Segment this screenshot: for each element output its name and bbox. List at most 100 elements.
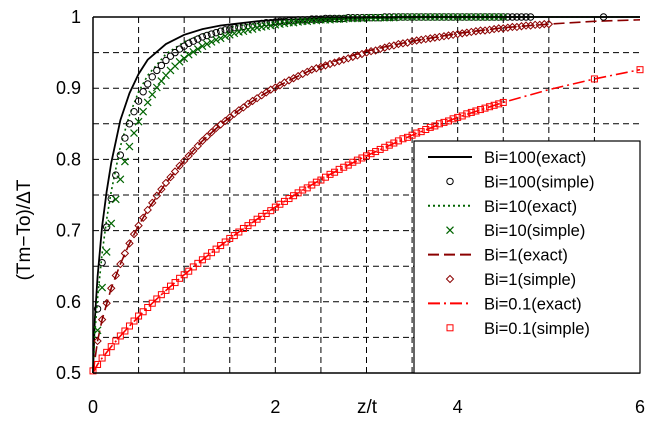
x-tick-label: 6 (635, 397, 645, 417)
data-point (408, 131, 416, 139)
data-point (471, 27, 481, 36)
legend-entry: Bi=100(simple) (446, 173, 595, 191)
data-point (472, 107, 480, 115)
x-tick-label: 0 (88, 397, 98, 417)
data-point (166, 282, 174, 290)
data-point (480, 26, 490, 35)
data-point (435, 32, 444, 42)
data-point (153, 66, 161, 75)
data-point (398, 39, 408, 48)
data-point (180, 54, 189, 63)
data-point (166, 52, 175, 60)
data-point (216, 27, 225, 35)
data-point (221, 32, 230, 41)
data-point (130, 317, 138, 325)
y-tick-label: 0.7 (56, 221, 81, 241)
data-point (161, 178, 171, 188)
data-point (426, 123, 434, 131)
data-point (139, 88, 147, 96)
data-point (284, 76, 294, 85)
data-point (381, 143, 389, 151)
data-point (112, 171, 120, 179)
data-point (375, 44, 385, 54)
data-point (220, 116, 230, 126)
data-point (189, 146, 198, 156)
series-7 (89, 66, 644, 375)
data-point (544, 19, 554, 29)
data-point (344, 54, 353, 63)
y-tick-label: 0.9 (56, 78, 81, 98)
data-point (93, 336, 102, 346)
data-point (212, 35, 220, 44)
data-point (239, 27, 248, 36)
data-point (130, 129, 138, 137)
data-point (394, 137, 402, 145)
data-point (248, 25, 257, 34)
data-point (129, 229, 139, 239)
data-point (116, 175, 125, 184)
data-point (385, 141, 393, 149)
data-point (198, 42, 207, 51)
legend-label: Bi=0.1(exact) (484, 295, 582, 313)
legend-marker (446, 324, 454, 332)
data-point (463, 110, 471, 118)
data-point (103, 348, 111, 356)
data-point (135, 312, 143, 320)
data-point (176, 274, 184, 282)
data-point (212, 28, 220, 37)
data-point (198, 136, 207, 146)
data-point (499, 98, 507, 106)
data-point (239, 22, 248, 30)
data-point (376, 145, 384, 153)
data-point (312, 64, 321, 73)
data-point (412, 36, 421, 45)
data-point (348, 52, 358, 62)
data-point (490, 101, 498, 109)
data-point (445, 117, 453, 125)
data-point (94, 360, 102, 368)
data-point (189, 263, 197, 271)
data-point (207, 128, 216, 137)
data-point (139, 107, 148, 116)
data-point (435, 120, 443, 128)
data-point (416, 35, 426, 44)
y-tick-label: 0.8 (56, 149, 81, 169)
data-point (503, 23, 513, 32)
data-point (202, 132, 212, 141)
data-point (512, 22, 522, 32)
data-point (198, 33, 207, 41)
legend-marker (446, 177, 454, 186)
data-point (349, 158, 357, 166)
legend: Bi=100(exact) Bi=100(simple) Bi=10(exact) B… (413, 140, 641, 374)
data-point (230, 109, 239, 119)
data-point (526, 21, 535, 30)
data-point (380, 43, 389, 52)
data-point (590, 75, 598, 83)
legend-entry: Bi=100(exact) (428, 149, 586, 167)
data-point (371, 46, 380, 55)
data-point (148, 299, 156, 307)
data-point (116, 332, 124, 340)
data-point (116, 259, 125, 269)
data-point (125, 322, 133, 330)
data-point (335, 165, 343, 173)
data-point (225, 30, 234, 39)
data-point (185, 267, 193, 275)
legend-entry: Bi=1(simple) (445, 271, 576, 289)
data-point (339, 55, 348, 64)
data-point (535, 20, 544, 30)
data-point (458, 29, 467, 38)
data-point (357, 49, 367, 59)
data-point (102, 223, 111, 231)
legend-label: Bi=10(simple) (484, 222, 585, 240)
data-point (98, 258, 106, 267)
data-point (107, 219, 116, 228)
data-point (404, 133, 412, 141)
data-point (153, 295, 161, 303)
data-point (171, 279, 179, 287)
data-point (184, 151, 193, 161)
data-point (235, 23, 243, 31)
data-point (93, 305, 102, 313)
data-point (298, 69, 307, 79)
data-point (340, 163, 348, 171)
